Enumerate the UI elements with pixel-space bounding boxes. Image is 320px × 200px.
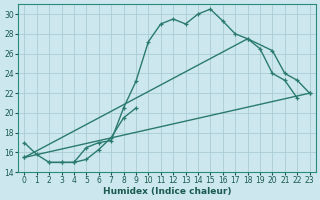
X-axis label: Humidex (Indice chaleur): Humidex (Indice chaleur) xyxy=(103,187,231,196)
